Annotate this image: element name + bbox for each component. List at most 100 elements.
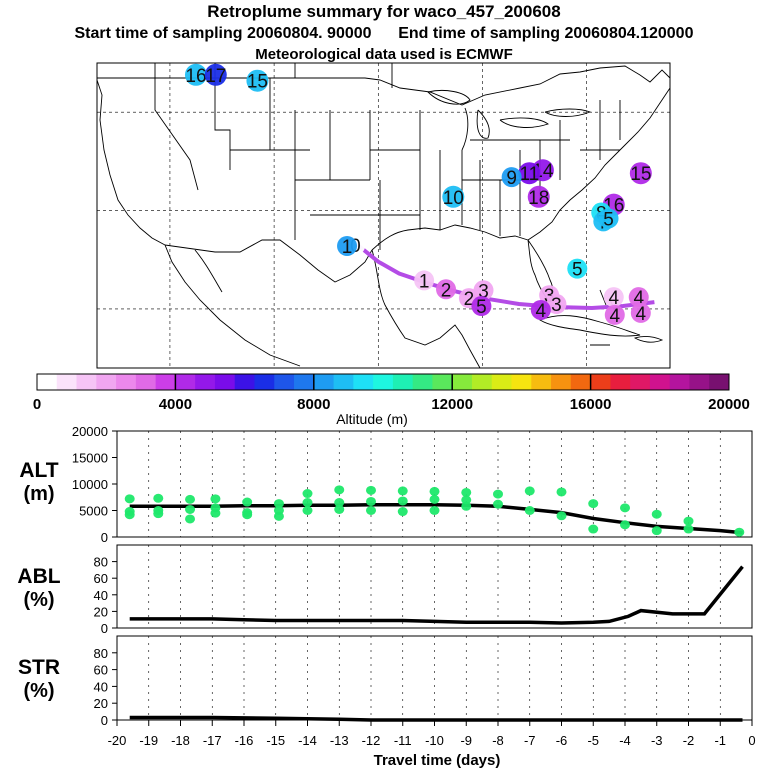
colorbar-cell [551,374,572,390]
y-tick-label: 60 [94,571,108,586]
marker-circle [598,208,619,229]
particle-point [556,487,567,497]
particle-point [620,520,630,530]
map-marker: 4 [603,287,624,309]
met-data-label: Meteorological data used is ECMWF [255,46,513,63]
y-tick-label: 40 [94,679,108,694]
marker-label: 15 [630,164,651,185]
particle-point [334,504,345,514]
colorbar-cell [452,374,473,390]
particle-point [651,526,662,536]
colorbar-cell [471,374,493,390]
map-marker: 18 [527,185,550,209]
marker-circle [204,63,227,86]
colorbar-cell [254,374,275,390]
particle-point [429,506,440,515]
particle-point [210,508,221,518]
marker-circle [527,185,550,208]
marker-circle [473,280,494,301]
map-marker: 1 [414,270,435,292]
marker-circle [337,236,358,256]
marker-label: 4 [633,288,644,309]
particle-point [493,489,503,499]
particle-point [242,497,253,507]
colorbar-cell [511,374,532,390]
y-tick-label: 20000 [72,424,108,439]
chart-title: Retroplume summary for waco_457_200608 [207,2,561,21]
particle-point [366,496,376,506]
x-tick-label: -20 [108,733,127,748]
particle-point [683,524,694,534]
marker-label: 4 [609,306,620,327]
marker-circle [501,167,522,188]
colorbar-cell [689,374,710,390]
particle-point [242,510,253,520]
y-tick-label: 0 [101,713,108,728]
map-panel: 1617151411915101816875011232553344444 [96,62,671,369]
marker-label: 2 [464,289,475,310]
marker-circle [567,258,588,279]
colorbar-cell [590,374,611,390]
x-tick-label: 0 [748,733,755,748]
colorbar-cell [116,374,137,390]
start-time-label: Start time of sampling 20060804. 90000 [74,25,372,42]
colorbar-cell [214,374,236,390]
particle-point [524,506,535,515]
marker-circle [471,296,492,317]
map-marker: 2 [436,279,457,301]
particle-point [124,510,135,520]
map-marker: 10 [442,185,465,209]
panel-label: STR [18,656,60,679]
marker-label: 5 [572,260,583,281]
y-tick-label: 5000 [79,504,108,519]
particle-point [124,494,135,504]
colorbar-cell [709,374,730,390]
colorbar-cell [56,374,78,390]
panel-frame [116,430,753,538]
x-tick-label: -17 [203,733,222,748]
x-axis: -20 -19 -18 -17 -16 -15 -14 -13 -12 -11 -10 -9 -8 -7-… [108,720,756,748]
colorbar-cell [669,374,690,390]
x-tick-label: -1 [714,733,726,748]
marker-circle [629,162,652,185]
x-tick-label: -12 [362,733,381,748]
map-marker: 1 [337,236,358,258]
x-tick-label: -2 [683,733,695,748]
marker-circle [184,63,207,86]
marker-circle [518,162,541,185]
colorbar-tick-label: 20000 [708,396,750,413]
colorbar-cell [531,374,552,390]
y-tick-label: 40 [94,588,108,603]
y-tick-label: 0 [101,621,108,636]
x-tick-label: -18 [171,733,190,748]
x-tick-label: -6 [556,733,568,748]
map-graticule [97,63,670,368]
marker-label: 3 [551,295,562,316]
sampling-times: Start time of sampling 20060804. 90000 E… [0,25,768,43]
panel-unit-label: (m) [23,483,54,505]
colorbar-cell [294,374,315,390]
map-marker: 4 [604,304,625,327]
particle-point [185,494,196,504]
colorbar-tick-label: 12000 [431,396,473,413]
marker-label: 1 [342,237,353,258]
y-tick-label: 10000 [72,477,108,492]
colorbar-cell [491,374,513,390]
y-tick-label: 60 [94,663,108,678]
colorbar-label: Altitude (m) [336,411,408,427]
particle-point [302,506,313,515]
x-tick-label: -13 [330,733,349,748]
marker-label: 9 [506,168,517,189]
end-time-label: End time of sampling 20060804.120000 [398,25,694,42]
colorbar-cell [313,374,335,390]
map-marker: 11 [518,162,541,185]
marker-circle [246,69,269,92]
particle-point [588,524,599,534]
particle-point [461,495,472,505]
particle-point [153,493,164,503]
colorbar-cell [649,374,671,390]
marker-label: 3 [478,281,489,302]
particle-point [524,486,535,496]
particle-point [302,498,313,508]
